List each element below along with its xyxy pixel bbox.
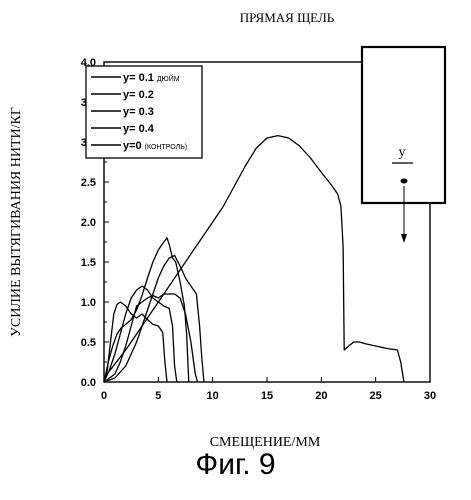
- y-tick-label: 1.0: [81, 297, 96, 309]
- x-tick-label: 20: [315, 390, 327, 402]
- x-tick-label: 25: [370, 390, 382, 402]
- y-tick-label: 2.5: [81, 177, 96, 189]
- x-tick-label: 10: [207, 390, 219, 402]
- series-lines: [104, 136, 404, 382]
- legend-entry-unit: (КОНТРОЛЬ): [145, 144, 188, 151]
- legend-entry-label: y= 0.4: [123, 123, 155, 135]
- y-tick-label: 0.5: [81, 337, 96, 349]
- x-tick-label: 15: [261, 390, 273, 402]
- legend: y= 0.1ДЮЙМy= 0.2 y= 0.3 y= 0.4 y=0(КОНТРОЛЬ…: [86, 66, 202, 158]
- x-tick-label: 5: [155, 390, 161, 402]
- y-tick-label: 1.5: [81, 257, 96, 269]
- series-line-5: [104, 136, 404, 382]
- x-tick-label: 0: [101, 390, 107, 402]
- inset-arrow-icon: [401, 234, 407, 243]
- inset-label: y: [399, 145, 406, 160]
- series-line-3: [104, 256, 204, 382]
- legend-entry-label: y= 0.3: [123, 106, 154, 118]
- figure-caption: Фиг. 9: [0, 448, 471, 482]
- legend-entry-unit: ДЮЙМ: [157, 74, 180, 83]
- y-tick-label: 0.0: [81, 377, 96, 389]
- x-tick-label: 30: [424, 390, 436, 402]
- y-axis-label: УСИЛИЕ ВЫТЯГИВАНИЯ НИТИ/КГ: [9, 107, 24, 337]
- chart-title: ПРЯМАЯ ЩЕЛЬ: [240, 10, 335, 25]
- slot-inset-diagram: y: [362, 47, 445, 243]
- legend-entry-label: y= 0.2: [123, 89, 154, 101]
- legend-entry-label: y= 0.1: [123, 72, 154, 84]
- series-line-2: [104, 294, 198, 382]
- inset-dot: [401, 179, 408, 184]
- y-tick-label: 2.0: [81, 217, 96, 229]
- legend-entry-label: y=0: [123, 140, 142, 152]
